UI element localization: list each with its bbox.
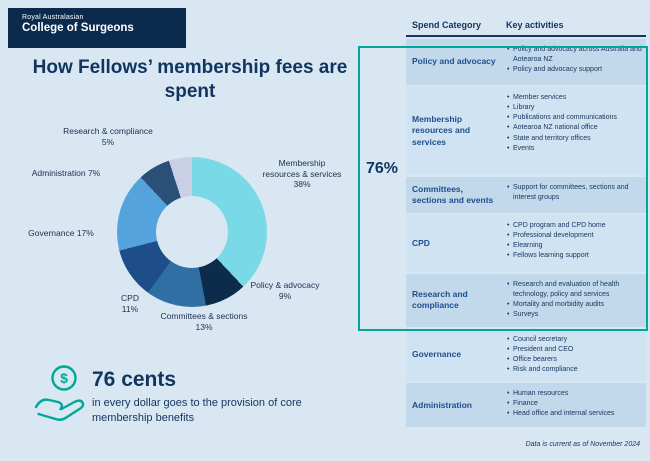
- row-activities: Council secretary President and CEO Offi…: [502, 329, 646, 382]
- table-row: Policy and advocacy Policy and advocacy …: [406, 39, 646, 85]
- activity-item: Aotearoa NZ national office: [506, 123, 642, 133]
- table-row: CPD CPD program and CPD home Professiona…: [406, 215, 646, 272]
- activity-item: Policy and advocacy support: [506, 65, 642, 75]
- row-activities: Support for committees, sections and int…: [502, 177, 646, 213]
- activity-item: Risk and compliance: [506, 365, 642, 375]
- activity-item: Office bearers: [506, 355, 642, 365]
- data-currency-note: Data is current as of November 2024: [525, 441, 640, 448]
- row-category: Membership resources and services: [412, 114, 471, 147]
- activity-item: President and CEO: [506, 345, 642, 355]
- dollar-hand-icon: $: [34, 364, 86, 427]
- row-activities: Research and evaluation of health techno…: [502, 274, 646, 327]
- segment-label-membership: Membership resources & services 38%: [262, 158, 342, 190]
- table-header: Spend Category Key activities: [406, 20, 646, 37]
- activity-item: Publications and communications: [506, 113, 642, 123]
- segment-label-policy: Policy & advocacy 9%: [250, 280, 320, 301]
- row-category: CPD: [412, 237, 430, 248]
- row-category: Governance: [412, 349, 462, 360]
- activity-item: Fellows learning support: [506, 251, 642, 261]
- table-row: Membership resources and services Member…: [406, 87, 646, 175]
- svg-text:$: $: [60, 370, 68, 386]
- segment-label-administration: Administration 7%: [31, 168, 101, 178]
- activity-item: Library: [506, 103, 642, 113]
- segment-label-governance: Governance 17%: [28, 228, 94, 238]
- segment-label-committees: Committees & sections 13%: [160, 311, 248, 332]
- table-row: Committees, sections and events Support …: [406, 177, 646, 213]
- row-activities: Member services Library Publications and…: [502, 87, 646, 175]
- cents-headline: 76 cents: [92, 368, 177, 391]
- donut-chart: [117, 157, 267, 307]
- activity-item: Surveys: [506, 310, 642, 320]
- row-category: Committees, sections and events: [412, 183, 494, 205]
- spend-table: Spend Category Key activities Policy and…: [406, 20, 646, 429]
- header-spend-category: Spend Category: [412, 20, 482, 30]
- activity-item: Human resources: [506, 389, 642, 399]
- activity-item: Events: [506, 144, 642, 154]
- activity-item: Elearning: [506, 241, 642, 251]
- row-activities: Policy and advocacy across Australia and…: [502, 39, 646, 85]
- racs-logo: Royal Australasian College of Surgeons: [8, 8, 186, 48]
- activity-item: Finance: [506, 399, 642, 409]
- row-activities: Human resources Finance Head office and …: [502, 383, 646, 427]
- page-title: How Fellows’ membership fees are spent: [32, 57, 348, 102]
- activity-item: State and territory offices: [506, 134, 642, 144]
- activity-item: Support for committees, sections and int…: [506, 183, 642, 203]
- activity-item: Policy and advocacy across Australia and…: [506, 45, 642, 65]
- activity-item: Research and evaluation of health techno…: [506, 280, 642, 300]
- cents-description: in every dollar goes to the provision of…: [92, 397, 302, 424]
- activity-item: CPD program and CPD home: [506, 221, 642, 231]
- table-row: Research and compliance Research and eva…: [406, 274, 646, 327]
- header-key-activities: Key activities: [506, 20, 564, 30]
- activity-item: Council secretary: [506, 335, 642, 345]
- row-activities: CPD program and CPD home Professional de…: [502, 215, 646, 272]
- table-row: Governance Council secretary President a…: [406, 328, 646, 382]
- seventysix-percent-label: 76%: [365, 160, 399, 177]
- logo-line1: Royal Australasian: [22, 14, 84, 21]
- logo-line2: College of Surgeons: [22, 22, 134, 34]
- table-row: Administration Human resources Finance H…: [406, 383, 646, 428]
- segment-label-research: Research & compliance 5%: [63, 126, 153, 147]
- activity-item: Member services: [506, 93, 642, 103]
- segment-label-cpd: CPD 11%: [121, 293, 139, 314]
- row-category: Policy and advocacy: [412, 56, 496, 67]
- activity-item: Mortality and morbidity audits: [506, 300, 642, 310]
- row-category: Administration: [412, 399, 472, 410]
- activity-item: Professional development: [506, 231, 642, 241]
- activity-item: Head office and internal services: [506, 409, 642, 419]
- row-category: Research and compliance: [412, 289, 468, 311]
